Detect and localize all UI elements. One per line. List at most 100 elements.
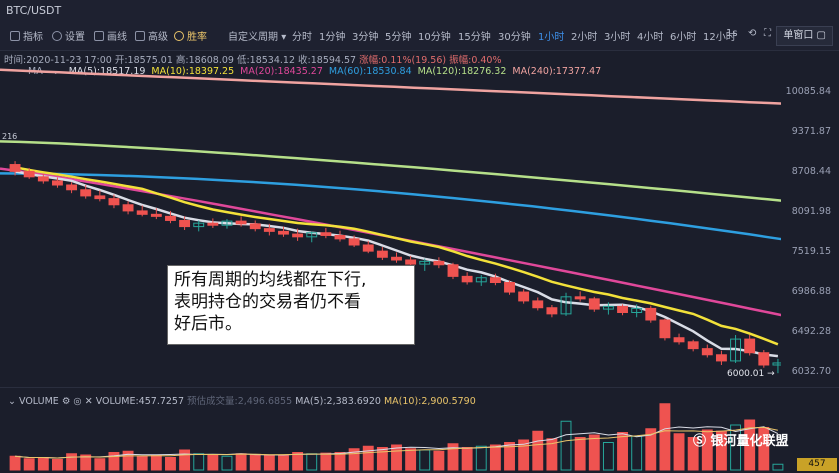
volume-bar <box>588 434 600 471</box>
candle-body <box>744 338 756 354</box>
ma-item: MA(120):18276.32 <box>417 66 507 77</box>
tab-period-5[interactable]: 15分钟 <box>458 32 491 43</box>
eye-icon[interactable]: ◎ <box>73 396 82 407</box>
candle-amplitude: 振幅:0.40% <box>449 55 502 66</box>
volume-bar <box>278 455 289 471</box>
volume-bar <box>23 458 35 471</box>
candle-body <box>263 228 275 232</box>
volume-bar <box>348 448 360 471</box>
volume-bar <box>249 453 261 471</box>
win-rate-button[interactable]: 胜率 <box>174 28 207 43</box>
tab-period-8[interactable]: 2小时 <box>571 32 598 43</box>
left-edge-label: 216 <box>2 132 18 141</box>
drawing-button[interactable]: 画线 <box>94 28 127 43</box>
tab-period-9[interactable]: 3小时 <box>604 32 631 43</box>
candle-body <box>80 189 92 197</box>
candle-body <box>165 215 176 221</box>
settings-button[interactable]: 设置 <box>52 28 85 43</box>
volume-ma10-line <box>15 426 778 459</box>
candle-body <box>504 282 515 293</box>
volume-ma5: MA(5):2,383.6920 <box>295 396 381 407</box>
annotation-line-3: 好后市。 <box>174 314 242 334</box>
gear-icon[interactable]: ⚙ <box>61 396 71 407</box>
candle-body <box>475 277 487 283</box>
candle-body <box>207 222 219 226</box>
candle-body <box>108 198 120 206</box>
candle-body <box>37 176 49 182</box>
close-icon[interactable]: ✕ <box>84 396 93 407</box>
ma-item: MA(240):17377.47 <box>512 66 602 77</box>
candle-body <box>122 204 134 212</box>
candle-body <box>249 223 261 230</box>
price-axis-label: 6032.70 <box>791 366 831 377</box>
price-axis-label: 6492.28 <box>791 326 831 337</box>
candle-info-bar: 时间:2020-11-23 17:00 开:18575.01 高:18608.0… <box>4 52 502 66</box>
refresh-icon[interactable]: ⟲ <box>748 28 757 39</box>
tab-period-4[interactable]: 10分钟 <box>418 32 451 43</box>
chart-annotation: 所有周期的均线都在下行, 表明持仓的交易者仍不看 好后市。 <box>167 265 415 345</box>
candle-body <box>221 220 233 226</box>
candle-body <box>602 305 614 310</box>
candle-change: 涨幅:0.11%(19.56) <box>359 55 447 66</box>
indicators-button[interactable]: 指标 <box>10 28 43 43</box>
advanced-button[interactable]: 高级 <box>135 28 168 43</box>
chevron-down-icon[interactable]: ⌄ <box>8 396 16 407</box>
volume-bar <box>306 453 318 471</box>
candle-close: 收:18594.57 <box>298 55 357 66</box>
price-axis-label: 8091.98 <box>791 206 831 217</box>
chart-icon <box>10 31 20 41</box>
volume-bar <box>433 450 445 471</box>
tab-period-1[interactable]: 1分钟 <box>319 32 346 43</box>
candle-body <box>320 232 332 236</box>
tab-period-10[interactable]: 4小时 <box>637 32 664 43</box>
tab-period-3[interactable]: 5分钟 <box>385 32 412 43</box>
volume-bar <box>772 463 784 471</box>
candle-open: 开:18575.01 <box>114 55 173 66</box>
candle-time: 时间:2020-11-23 17:00 <box>4 55 112 66</box>
chart-toolbar: 指标 设置 画线 高级 胜率 自定义周期 ▾ 分时 1分钟 3分钟 5分钟 10分钟 15… <box>0 22 839 51</box>
volume-bar <box>617 432 628 471</box>
volume-bar <box>292 452 304 471</box>
volume-bar <box>150 454 162 471</box>
volume-bar <box>645 428 657 471</box>
candle-body <box>405 259 417 265</box>
tab-period-11[interactable]: 6小时 <box>670 32 697 43</box>
volume-bar <box>80 454 92 471</box>
volume-estimated: 预估成交量:2,496.6855 <box>187 396 293 407</box>
volume-bar <box>560 420 572 471</box>
fullscreen-icon[interactable]: ⛶ <box>764 28 771 39</box>
interval-button[interactable]: 1s <box>726 28 738 39</box>
volume-bar <box>391 444 402 471</box>
volume-bar <box>52 458 63 471</box>
volume-bar <box>376 447 388 471</box>
volume-bar <box>221 455 233 471</box>
volume-bar <box>334 452 346 471</box>
volume-bar <box>475 445 487 471</box>
candle-body <box>574 296 586 300</box>
custom-period-dropdown[interactable]: 自定义周期 ▾ <box>228 32 287 43</box>
candle-body <box>687 341 699 350</box>
annotation-line-1: 所有周期的均线都在下行, <box>174 270 367 290</box>
candle-body <box>715 354 727 362</box>
tab-period-0[interactable]: 分时 <box>292 32 312 43</box>
candle-body <box>673 337 685 343</box>
candle-body <box>631 307 643 313</box>
window-titlebar: BTC/USDT <box>0 0 839 22</box>
volume-bar <box>207 454 219 471</box>
volume-bar <box>447 443 459 471</box>
volume-bar <box>532 430 544 471</box>
panel-divider <box>0 387 839 388</box>
tab-period-7[interactable]: 1小时 <box>538 32 565 43</box>
ma-item: MA(60):18530.84 <box>328 66 412 77</box>
tab-period-6[interactable]: 30分钟 <box>498 32 531 43</box>
tab-period-12[interactable]: 12小时 <box>703 32 736 43</box>
candle-body <box>94 195 106 200</box>
volume-bar <box>122 450 134 471</box>
candle-high: 高:18608.09 <box>175 55 234 66</box>
candle-body <box>730 338 741 362</box>
ma240-line <box>0 68 789 106</box>
window-mode-button[interactable]: 单窗口 ▢ <box>776 26 833 46</box>
candle-body <box>334 234 346 240</box>
tab-period-2[interactable]: 3分钟 <box>352 32 379 43</box>
